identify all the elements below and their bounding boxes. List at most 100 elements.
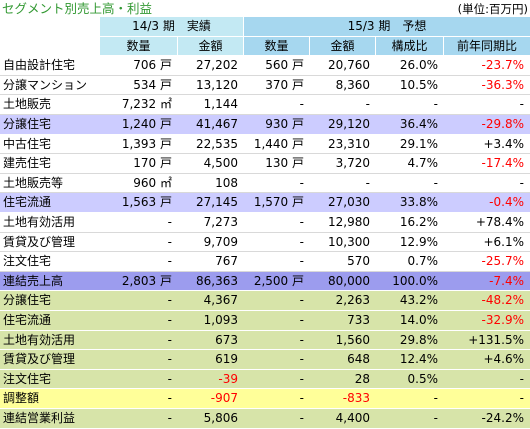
yoy-cell: -7.4% (489, 273, 524, 288)
amount-15-3-cell: 28 (354, 371, 370, 386)
amount-15-3-cell: 648 (347, 352, 370, 367)
yoy-cell: -17.4% (481, 156, 524, 171)
qty-14-3-cell: 2,803 戸 (121, 273, 172, 288)
qty-14-3-cell: - (167, 410, 172, 425)
row-label: 土地販売等 (3, 175, 64, 190)
amount-15-3-cell: 4,400 (335, 410, 370, 425)
row-label: 賃貸及び管理 (3, 352, 76, 367)
row-label: 分譲マンション (3, 77, 88, 92)
row-label: 注文住宅 (3, 254, 52, 269)
amount-14-3-cell: 86,363 (196, 273, 238, 288)
amount-15-3-cell: - (365, 97, 370, 112)
ratio-cell: 16.2% (399, 214, 438, 229)
table-row: 住宅流通 - 1,093 - 733 14.0% -32.9% (0, 310, 530, 331)
amount-15-3-cell: 29,120 (328, 116, 370, 131)
yoy-cell: -24.2% (481, 410, 524, 425)
amount-15-3-cell: 23,310 (328, 136, 370, 151)
yoy-cell: - (519, 391, 524, 406)
qty-15-3-cell: 1,440 戸 (253, 136, 304, 151)
ratio-cell: 4.7% (407, 156, 439, 171)
segment-table: 14/3 期 実績 15/3 期 予想 数量 金額 数量 金額 構成比 前年同期… (0, 17, 530, 429)
amount-14-3-cell: 41,467 (196, 116, 238, 131)
amount-14-3-cell: 22,535 (196, 136, 238, 151)
table-row: 土地販売等 960 ㎡ 108 - - - - (0, 174, 530, 194)
row-label: 連結営業利益 (3, 410, 76, 425)
ratio-cell: 26.0% (399, 58, 438, 73)
table-row: 中古住宅 1,393 戸 22,535 1,440 戸 23,310 29.1% +3.4% (0, 135, 530, 155)
table-row: 分譲住宅 - 4,367 - 2,263 43.2% -48.2% (0, 291, 530, 311)
table-row: 連結売上高 2,803 戸 86,363 2,500 戸 80,000 100.0% -7.… (0, 271, 530, 292)
qty-15-3-cell: - (299, 293, 304, 308)
qty-15-3-cell: - (299, 410, 304, 425)
ratio-cell: 29.1% (399, 136, 438, 151)
qty-14-3-cell: - (167, 214, 172, 229)
amount-14-3-cell: 5,806 (203, 410, 238, 425)
qty-15-3-cell: 560 戸 (265, 58, 304, 73)
amount-14-3-cell: -39 (218, 371, 238, 386)
qty-15-3-cell: - (299, 332, 304, 347)
qty-15-3-cell: 1,570 戸 (253, 195, 304, 210)
amount-14-3-cell: 4,367 (203, 293, 238, 308)
table-row: 調整額 - -907 - -833 - - (0, 389, 530, 409)
row-label: 土地有効活用 (3, 214, 76, 229)
qty-15-3-cell: - (299, 371, 304, 386)
ratio-cell: - (433, 410, 438, 425)
table-row: 土地販売 7,232 ㎡ 1,144 - - - - (0, 95, 530, 115)
amount-14-3-cell: 1,093 (203, 312, 238, 327)
yoy-cell: -29.8% (481, 116, 524, 131)
page-title: セグメント別売上高・利益 (2, 1, 153, 16)
col-header-qty-15-3: 数量 (244, 36, 310, 56)
header-period-14-3: 14/3 期 実績 (100, 17, 244, 36)
table-row: 土地有効活用 - 7,273 - 12,980 16.2% +78.4% (0, 213, 530, 233)
qty-15-3-cell: 370 戸 (265, 77, 304, 92)
amount-15-3-cell: 27,030 (328, 195, 370, 210)
table-row: 注文住宅 - -39 - 28 0.5% - (0, 369, 530, 390)
amount-14-3-cell: 1,144 (203, 97, 238, 112)
amount-14-3-cell: 619 (215, 352, 238, 367)
qty-15-3-cell: - (299, 312, 304, 327)
amount-15-3-cell: 1,560 (335, 332, 370, 347)
ratio-cell: 29.8% (399, 332, 438, 347)
table-row: 連結営業利益 - 5,806 - 4,400 - -24.2% (0, 408, 530, 429)
col-header-ratio: 構成比 (376, 36, 444, 56)
amount-14-3-cell: 27,202 (196, 58, 238, 73)
yoy-cell: - (519, 97, 524, 112)
qty-15-3-cell: 130 戸 (265, 156, 304, 171)
ratio-cell: 33.8% (399, 195, 438, 210)
row-label: 土地販売 (3, 97, 52, 112)
amount-15-3-cell: -833 (342, 391, 370, 406)
amount-14-3-cell: 767 (215, 254, 238, 269)
row-label: 土地有効活用 (3, 332, 76, 347)
row-label: 調整額 (3, 391, 40, 406)
qty-14-3-cell: 706 戸 (133, 58, 172, 73)
header-corner (0, 36, 100, 56)
table-caption-bar: セグメント別売上高・利益 (単位:百万円) (0, 0, 530, 17)
yoy-cell: -23.7% (481, 58, 524, 73)
amount-15-3-cell: 8,360 (335, 77, 370, 92)
ratio-cell: 12.9% (399, 234, 438, 249)
yoy-cell: -32.9% (481, 312, 524, 327)
amount-15-3-cell: 12,980 (328, 214, 370, 229)
ratio-cell: 43.2% (399, 293, 438, 308)
row-label: 連結売上高 (3, 273, 64, 288)
qty-14-3-cell: 1,240 戸 (121, 116, 172, 131)
ratio-cell: 0.7% (407, 254, 439, 269)
unit-note: (単位:百万円) (457, 2, 528, 16)
qty-15-3-cell: - (299, 214, 304, 229)
amount-14-3-cell: 13,120 (196, 77, 238, 92)
qty-14-3-cell: 1,563 戸 (121, 195, 172, 210)
header-corner (0, 17, 100, 36)
row-label: 住宅流通 (3, 195, 52, 210)
row-label: 分譲住宅 (3, 116, 52, 131)
yoy-cell: -36.3% (481, 77, 524, 92)
table-row: 賃貸及び管理 - 9,709 - 10,300 12.9% +6.1% (0, 233, 530, 253)
ratio-cell: 36.4% (399, 116, 438, 131)
amount-14-3-cell: -907 (210, 391, 238, 406)
qty-15-3-cell: - (299, 175, 304, 190)
yoy-cell: +78.4% (475, 214, 524, 229)
header-period-15-3: 15/3 期 予想 (244, 17, 530, 36)
table-row: 注文住宅 - 767 - 570 0.7% -25.7% (0, 252, 530, 272)
yoy-cell: -48.2% (481, 293, 524, 308)
amount-14-3-cell: 4,500 (203, 156, 238, 171)
col-header-qty-14-3: 数量 (100, 36, 178, 56)
